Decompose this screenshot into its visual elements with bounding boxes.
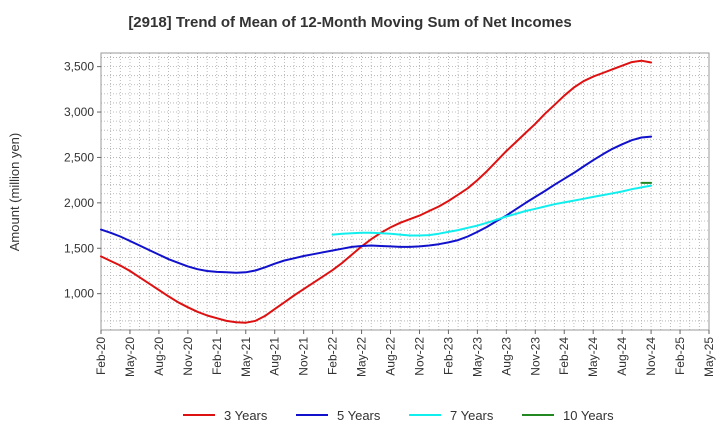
y-tick-label: 2,000 <box>64 196 94 210</box>
x-tick-label: Aug-20 <box>152 337 166 376</box>
legend-label-5-years: 5 Years <box>337 408 381 423</box>
legend-label-10-years: 10 Years <box>563 408 614 423</box>
x-tick-label: Feb-22 <box>326 337 340 375</box>
x-tick-label: May-23 <box>470 337 484 377</box>
x-tick-label: Aug-21 <box>268 337 282 376</box>
x-tick-label: May-21 <box>239 337 253 377</box>
y-tick-label: 1,500 <box>64 241 94 255</box>
legend: 3 Years 5 Years 7 Years 10 Years <box>183 408 614 423</box>
x-tick-label: May-25 <box>702 337 716 377</box>
y-axis-label: Amount (million yen) <box>7 133 22 252</box>
y-tick-label: 1,000 <box>64 287 94 301</box>
x-tick-label: Nov-20 <box>181 337 195 376</box>
series-lines <box>100 59 653 324</box>
x-tick-label: Nov-22 <box>412 337 426 376</box>
series-line-7-years <box>331 184 653 237</box>
series-line-5-years <box>100 135 653 274</box>
gridlines <box>101 53 709 331</box>
series-line-3-years <box>100 59 653 324</box>
plot-area-background <box>101 53 709 330</box>
x-tick-label: Aug-22 <box>384 337 398 376</box>
x-tick-label: May-22 <box>355 337 369 377</box>
plot-area-border <box>100 52 710 331</box>
y-axis-ticks: 1,000 1,500 2,000 2,500 3,000 3,500 <box>64 60 101 301</box>
x-tick-label: Feb-23 <box>441 337 455 375</box>
y-tick-label: 3,500 <box>64 60 94 74</box>
x-tick-label: Aug-23 <box>499 337 513 376</box>
x-axis-ticks: Feb-20 May-20 Aug-20 Nov-20 Feb-21 May-21 Aug-… <box>94 330 716 377</box>
x-tick-label: May-24 <box>586 337 600 377</box>
x-tick-label: Nov-23 <box>528 337 542 376</box>
x-tick-label: Aug-24 <box>615 337 629 376</box>
y-tick-label: 2,500 <box>64 150 94 164</box>
chart-title: [2918] Trend of Mean of 12-Month Moving … <box>128 14 572 31</box>
x-tick-label: Feb-21 <box>210 337 224 375</box>
x-tick-label: Feb-24 <box>557 337 571 375</box>
x-tick-label: Nov-21 <box>297 337 311 376</box>
y-tick-label: 3,000 <box>64 105 94 119</box>
x-tick-label: Feb-20 <box>94 337 108 375</box>
x-tick-label: Feb-25 <box>673 337 687 375</box>
x-tick-label: Nov-24 <box>644 337 658 376</box>
legend-label-7-years: 7 Years <box>450 408 494 423</box>
x-tick-label: May-20 <box>123 337 137 377</box>
legend-label-3-years: 3 Years <box>224 408 268 423</box>
